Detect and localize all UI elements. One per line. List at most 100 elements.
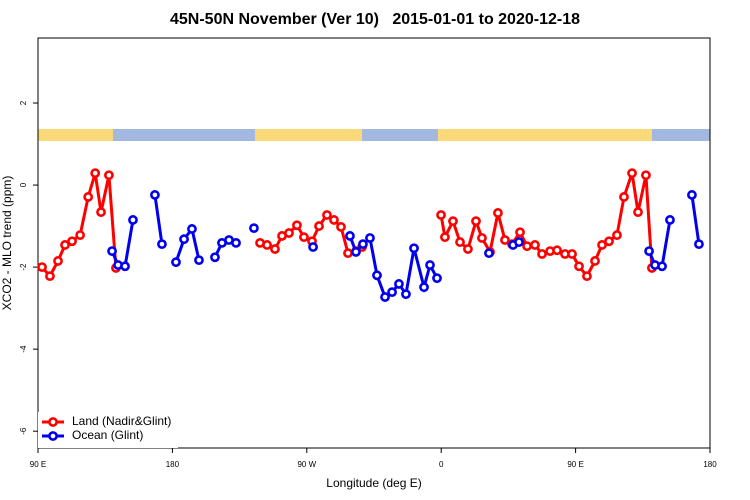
point bbox=[75, 230, 86, 241]
point bbox=[60, 240, 70, 250]
point bbox=[380, 292, 390, 302]
point bbox=[45, 271, 55, 282]
point bbox=[90, 168, 101, 179]
point bbox=[687, 190, 697, 200]
point bbox=[537, 249, 547, 259]
point bbox=[372, 270, 382, 281]
legend bbox=[38, 412, 178, 448]
point bbox=[455, 237, 465, 247]
point bbox=[387, 287, 397, 298]
point bbox=[463, 244, 473, 254]
point bbox=[107, 246, 117, 257]
point bbox=[104, 170, 114, 181]
x-tick-label: 0 bbox=[439, 460, 444, 469]
series-line bbox=[690, 194, 701, 245]
point bbox=[493, 208, 503, 218]
point bbox=[471, 216, 481, 227]
y-tick-label: -6 bbox=[19, 427, 28, 435]
point bbox=[514, 237, 524, 247]
point bbox=[582, 271, 592, 282]
x-tick-label: 90 W bbox=[297, 460, 316, 469]
legend-marker bbox=[48, 431, 58, 441]
point bbox=[612, 230, 622, 241]
point bbox=[425, 260, 435, 270]
point bbox=[641, 170, 651, 181]
land-band bbox=[255, 129, 362, 141]
point bbox=[657, 261, 667, 272]
point bbox=[231, 237, 241, 248]
point bbox=[128, 215, 138, 225]
point bbox=[150, 190, 160, 200]
point bbox=[627, 168, 637, 179]
series-line bbox=[174, 225, 201, 263]
point bbox=[484, 248, 494, 259]
point bbox=[619, 192, 629, 202]
land-band bbox=[438, 129, 652, 141]
legend-label: Land (Nadir&Glint) bbox=[72, 414, 171, 428]
chart-title: 45N-50N November (Ver 10) 2015-01-01 to … bbox=[170, 11, 580, 28]
point bbox=[515, 227, 525, 238]
legend-label: Ocean (Glint) bbox=[72, 428, 143, 442]
point bbox=[665, 215, 675, 225]
point bbox=[322, 210, 332, 220]
y-axis-label: XCO2 - MLO trend (ppm) bbox=[0, 176, 14, 311]
point bbox=[329, 215, 339, 225]
point bbox=[394, 279, 404, 289]
point bbox=[358, 239, 368, 250]
point bbox=[633, 207, 643, 218]
point bbox=[436, 210, 446, 220]
series-line bbox=[153, 194, 164, 245]
point bbox=[83, 192, 94, 202]
point bbox=[53, 256, 63, 266]
point bbox=[292, 220, 302, 231]
plot-frame bbox=[37, 37, 711, 449]
point bbox=[179, 234, 189, 245]
point bbox=[270, 244, 280, 254]
point bbox=[419, 282, 429, 293]
point bbox=[597, 240, 607, 250]
point bbox=[644, 246, 654, 257]
land-ocean-strip bbox=[38, 129, 710, 141]
point bbox=[157, 239, 167, 250]
point bbox=[365, 233, 375, 243]
y-tick-label: 2 bbox=[19, 100, 28, 105]
x-axis-label: Longitude (deg E) bbox=[326, 476, 421, 490]
point bbox=[694, 239, 704, 250]
point bbox=[336, 221, 346, 232]
point bbox=[299, 232, 309, 243]
point bbox=[67, 236, 77, 247]
point bbox=[194, 255, 204, 266]
point bbox=[477, 233, 487, 243]
x-tick-label: 90 E bbox=[567, 460, 583, 469]
point bbox=[343, 248, 353, 259]
series-line bbox=[647, 219, 672, 269]
y-tick-label: 0 bbox=[19, 182, 28, 187]
land-band bbox=[38, 129, 113, 141]
point bbox=[552, 245, 562, 256]
point bbox=[96, 207, 106, 218]
point bbox=[448, 216, 458, 227]
point bbox=[574, 261, 584, 272]
point bbox=[37, 262, 47, 272]
point bbox=[120, 261, 130, 272]
point bbox=[308, 242, 318, 252]
point bbox=[530, 240, 540, 250]
point bbox=[249, 223, 259, 234]
x-tick-label: 90 E bbox=[30, 460, 46, 469]
point bbox=[500, 235, 510, 245]
x-tick-label: 180 bbox=[703, 460, 717, 469]
y-tick-label: -4 bbox=[19, 345, 28, 353]
point bbox=[314, 221, 324, 231]
point bbox=[604, 236, 614, 247]
point bbox=[409, 243, 419, 254]
point bbox=[171, 257, 181, 268]
point bbox=[262, 240, 272, 250]
point bbox=[284, 228, 294, 238]
x-tick-label: 180 bbox=[166, 460, 180, 469]
point bbox=[432, 273, 442, 284]
point bbox=[590, 256, 600, 266]
point bbox=[210, 252, 220, 263]
point bbox=[567, 249, 577, 259]
point bbox=[522, 241, 532, 252]
